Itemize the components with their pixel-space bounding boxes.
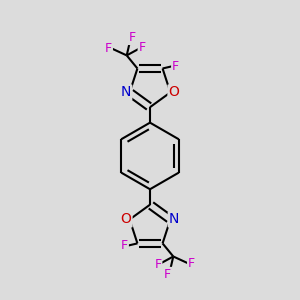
Text: F: F — [154, 258, 161, 271]
Text: F: F — [188, 257, 195, 270]
Text: F: F — [105, 42, 112, 55]
Text: N: N — [121, 85, 131, 99]
Text: O: O — [121, 212, 131, 226]
Text: O: O — [169, 85, 179, 99]
Text: F: F — [172, 60, 179, 73]
Text: F: F — [139, 40, 146, 54]
Text: F: F — [129, 31, 136, 44]
Text: N: N — [169, 212, 179, 226]
Text: F: F — [164, 268, 171, 281]
Text: F: F — [121, 239, 128, 252]
